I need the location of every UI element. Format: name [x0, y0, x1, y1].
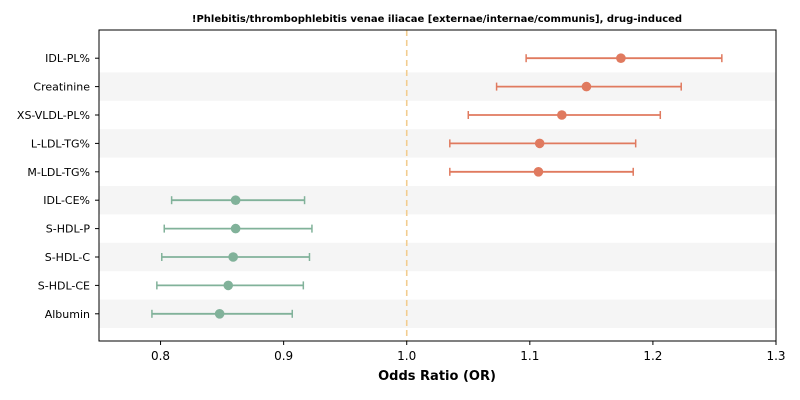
point-estimate — [557, 110, 567, 120]
forest-row — [467, 110, 662, 120]
point-estimate — [214, 309, 225, 319]
forest-row — [495, 81, 682, 92]
row-band — [99, 129, 776, 158]
x-axis: 0.8 0.9 1.0 1.1 1.2 1.3 — [151, 341, 786, 363]
chart-title: !Phlebitis/thrombophlebitis venae iliaca… — [192, 14, 682, 25]
point-estimate — [230, 195, 241, 205]
x-tick-label: 0.9 — [274, 349, 293, 363]
y-tick-label: XS-VLDL-PL% — [17, 109, 90, 122]
point-estimate — [616, 53, 626, 63]
forest-row — [151, 309, 294, 319]
forest-row — [163, 223, 313, 234]
forest-row — [525, 53, 723, 63]
x-axis-label: Odds Ratio (OR) — [378, 369, 496, 384]
point-estimate — [533, 167, 544, 177]
y-tick-label: M-LDL-TG% — [27, 166, 90, 179]
y-tick-label: IDL-PL% — [45, 52, 90, 65]
y-tick-label: Albumin — [45, 308, 90, 321]
forest-row — [170, 195, 306, 205]
point-estimate — [223, 280, 234, 291]
y-tick-label: IDL-CE% — [43, 194, 90, 207]
point-estimate — [534, 138, 545, 149]
plot-frame — [98, 29, 777, 342]
point-estimate — [581, 81, 592, 92]
forest-row — [449, 138, 637, 149]
x-tick-label: 1.3 — [766, 349, 785, 363]
forest-row — [161, 252, 311, 262]
y-tick-label: S-HDL-CE — [38, 279, 90, 292]
forest-row — [449, 167, 634, 177]
y-tick-label: Creatinine — [33, 81, 90, 94]
y-tick-label: L-LDL-TG% — [31, 137, 90, 150]
point-estimate — [230, 223, 241, 234]
x-tick-label: 0.8 — [151, 349, 170, 363]
x-tick-label: 1.1 — [520, 349, 539, 363]
x-tick-label: 1.2 — [643, 349, 662, 363]
data-series — [151, 53, 723, 319]
y-tick-label: S-HDL-P — [46, 223, 91, 236]
y-tick-label: S-HDL-C — [45, 251, 91, 264]
y-axis: IDL-PL% Creatinine XS-VLDL-PL% L-LDL-TG% M-L… — [17, 52, 99, 321]
forest-row — [156, 280, 305, 291]
x-tick-label: 1.0 — [397, 349, 416, 363]
point-estimate — [228, 252, 238, 262]
